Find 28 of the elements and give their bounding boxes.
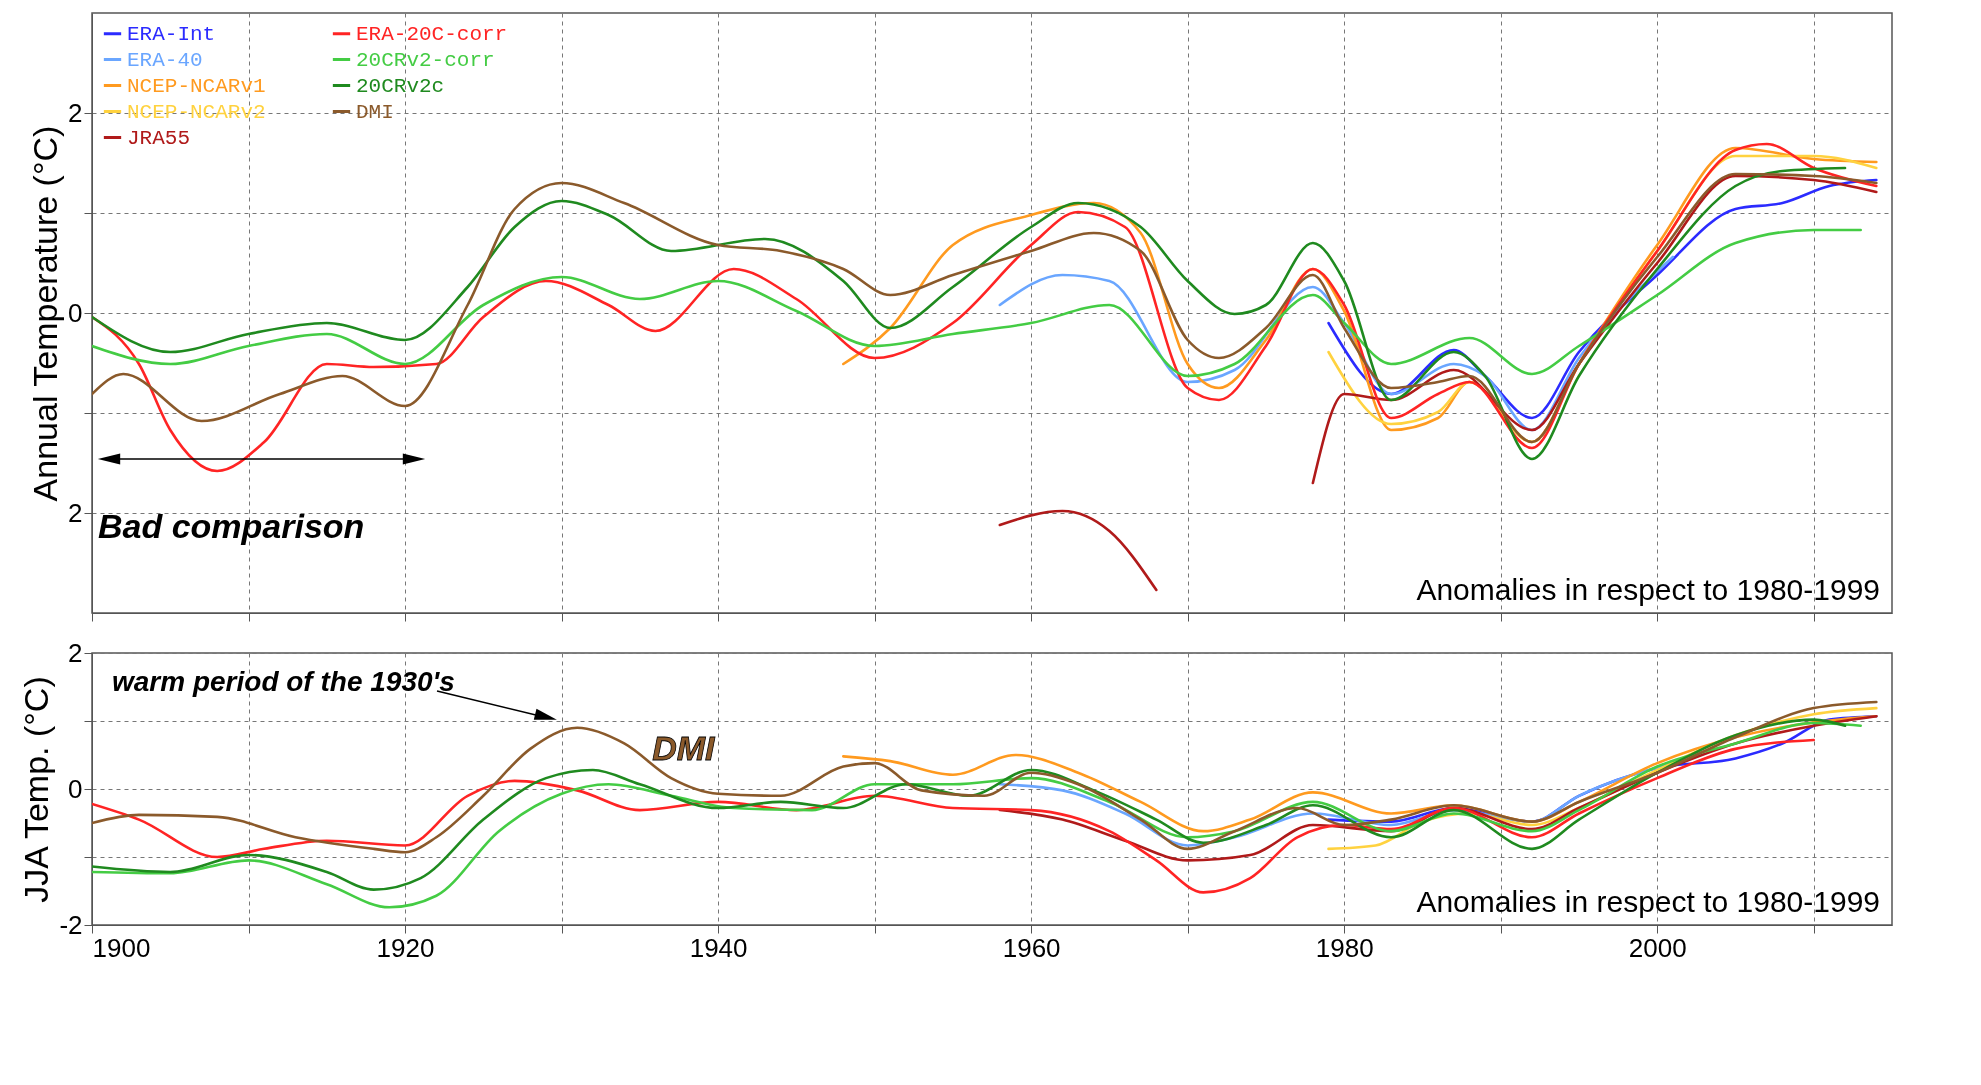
annotation: Anomalies in respect to 1980-1999 (1416, 573, 1880, 606)
legend-label: ERA-40 (127, 48, 203, 72)
x-tick-label: 2000 (1628, 932, 1687, 963)
y-tick-label: 2 (68, 637, 83, 668)
x-tick-label: 1980 (1315, 932, 1374, 963)
y-axis-title: Annual Temperature (°C) (26, 125, 65, 502)
legend-label: JRA55 (127, 126, 191, 150)
annotation: Bad comparison (98, 507, 365, 545)
annotation: warm period of the 1930's (112, 666, 455, 697)
y-tick-label: 2 (68, 497, 83, 528)
legend-label: DMI (356, 100, 394, 124)
y-tick-label: 0 (68, 773, 83, 804)
x-tick-label: 1960 (1002, 932, 1061, 963)
legend-label: 20CRv2c (356, 74, 445, 98)
y-tick-label: -2 (59, 909, 83, 940)
legend-label: ERA-Int (127, 22, 216, 46)
x-tick-label: 1940 (689, 932, 748, 963)
legend-label: NCEP-NCARv1 (127, 74, 266, 98)
y-axis-title: JJA Temp. (°C) (17, 676, 56, 903)
annotation: Anomalies in respect to 1980-1999 (1416, 885, 1880, 918)
legend-label: ERA-20C-corr (356, 22, 508, 46)
legend-label: NCEP-NCARv2 (127, 100, 266, 124)
series-label: DMI (652, 728, 717, 767)
y-tick-label: 0 (68, 297, 83, 328)
x-tick-label: 1920 (376, 932, 435, 963)
y-tick-label: 2 (68, 97, 83, 128)
legend-label: 20CRv2-corr (356, 48, 495, 72)
x-tick-label: 1900 (92, 932, 151, 963)
